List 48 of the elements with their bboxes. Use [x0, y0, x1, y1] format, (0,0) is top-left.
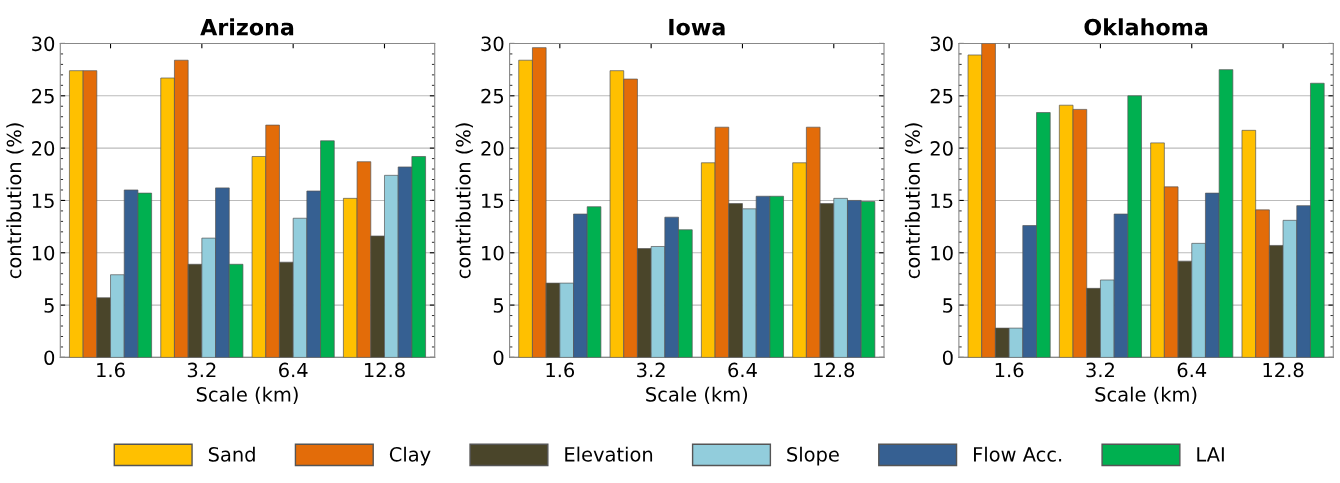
x-tick-label: 6.4 [279, 362, 308, 378]
y-tick-label: 25 [930, 88, 953, 104]
y-tick-label: 10 [32, 245, 55, 261]
y-tick-label: 5 [493, 298, 504, 313]
y-tick-label: 20 [481, 141, 504, 156]
y-tick-label: 10 [482, 245, 504, 261]
legend-label: Elevation [565, 446, 653, 462]
y-tick-label: 5 [44, 298, 54, 313]
y-tick-label: 25 [32, 88, 54, 104]
x-tick-label: 6.4 [1177, 362, 1207, 378]
y-tick-label: 30 [930, 36, 953, 52]
x-axis-title: Scale (km) [646, 386, 748, 404]
y-axis-title: contribution (%) [455, 123, 473, 279]
x-tick-label: 12.8 [1263, 362, 1304, 378]
chart-title: Iowa [669, 18, 725, 36]
y-axis-title: contribution (%) [904, 123, 923, 279]
x-tick-label: 12.8 [364, 362, 405, 378]
y-tick-label: 30 [32, 36, 55, 52]
y-tick-label: 10 [931, 245, 953, 261]
y-tick-label: 25 [481, 88, 504, 104]
y-tick-label: 15 [931, 193, 953, 209]
x-tick-label: 1.6 [546, 362, 575, 378]
x-tick-label: 3.2 [637, 362, 665, 378]
x-tick-label: 1.6 [995, 362, 1024, 378]
legend-label: Sand [208, 446, 255, 462]
x-axis-title: Scale (km) [196, 386, 298, 404]
chart-title: Arizona [200, 18, 294, 36]
y-tick-label: 30 [481, 36, 504, 52]
y-tick-label: 0 [493, 350, 504, 366]
legend-label: Flow Acc. [974, 446, 1062, 462]
legend-label: LAI [1197, 447, 1224, 462]
x-tick-label: 3.2 [187, 362, 216, 378]
y-axis-title: contribution (%) [6, 123, 24, 279]
y-tick-label: 15 [32, 193, 54, 209]
x-tick-label: 3.2 [1086, 362, 1114, 378]
x-axis-title: Scale (km) [1095, 386, 1197, 404]
y-tick-label: 0 [942, 350, 953, 366]
x-tick-label: 1.6 [97, 362, 125, 378]
chart-title: Oklahoma [1084, 18, 1208, 36]
legend-label: Slope [787, 446, 839, 466]
x-tick-label: 12.8 [814, 362, 855, 378]
y-tick-label: 20 [930, 141, 953, 156]
y-tick-label: 15 [482, 193, 504, 209]
y-tick-label: 20 [32, 141, 55, 156]
x-tick-label: 6.4 [728, 362, 757, 378]
y-tick-label: 5 [943, 298, 953, 313]
y-tick-label: 0 [44, 350, 55, 366]
legend-label: Clay [389, 446, 431, 466]
